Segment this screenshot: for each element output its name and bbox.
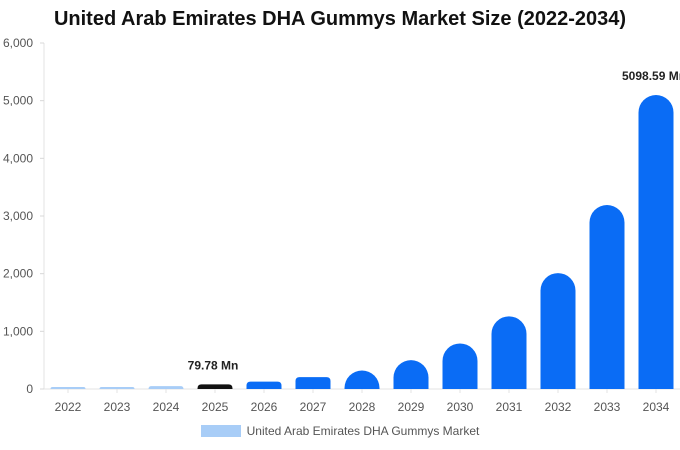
y-tick-label: 6,000	[3, 36, 33, 50]
bar-2022	[50, 387, 86, 389]
x-tick-label: 2031	[496, 400, 523, 414]
bar-2024	[148, 386, 184, 389]
bar-2028	[344, 370, 380, 389]
bar-2025	[197, 384, 233, 389]
x-axis: 2022 2023 2024 2025 2026 2027 2028 2029 2030 2031…	[44, 388, 680, 414]
x-tick-label: 2029	[398, 400, 425, 414]
y-axis: 0 1,000 2,000 3,000 4,000 5,000 6,000	[3, 36, 45, 396]
x-tick-label: 2032	[545, 400, 572, 414]
bar-2034	[638, 94, 674, 389]
x-tick-label: 2030	[447, 400, 474, 414]
bar-2032	[540, 273, 576, 389]
x-tick-label: 2033	[594, 400, 621, 414]
x-tick-label: 2024	[153, 400, 180, 414]
chart-title: United Arab Emirates DHA Gummys Market S…	[53, 8, 627, 30]
data-label: 79.78 Mn	[188, 358, 239, 372]
legend: United Arab Emirates DHA Gummys Market	[0, 424, 680, 438]
y-tick-label: 0	[26, 382, 33, 396]
y-tick-label: 4,000	[3, 151, 33, 165]
x-tick-label: 2023	[104, 400, 131, 414]
legend-swatch	[200, 425, 241, 437]
bars	[50, 94, 674, 389]
x-tick-label: 2026	[251, 400, 278, 414]
bar-2029	[393, 360, 429, 389]
y-tick-label: 5,000	[3, 94, 33, 108]
x-tick-label: 2034	[643, 400, 670, 414]
x-tick-label: 2025	[202, 400, 229, 414]
x-tick-label: 2027	[300, 400, 327, 414]
bar-2031	[491, 316, 527, 389]
bar-2027	[295, 377, 331, 389]
bar-2033	[589, 205, 625, 389]
legend-label: United Arab Emirates DHA Gummys Market	[246, 424, 480, 438]
y-tick-label: 1,000	[3, 324, 33, 338]
y-tick-label: 2,000	[3, 267, 33, 281]
bar-2026	[246, 381, 282, 389]
bar-2023	[99, 387, 135, 389]
bar-2030	[442, 343, 478, 389]
x-tick-label: 2028	[349, 400, 376, 414]
y-tick-label: 3,000	[3, 209, 33, 223]
x-tick-label: 2022	[55, 400, 82, 414]
data-label: 5098.59 Mn	[622, 69, 680, 83]
data-labels: 79.78 Mn 5098.59 Mn	[188, 69, 680, 372]
